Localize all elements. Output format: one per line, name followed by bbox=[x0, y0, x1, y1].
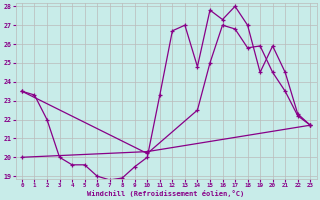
X-axis label: Windchill (Refroidissement éolien,°C): Windchill (Refroidissement éolien,°C) bbox=[87, 190, 245, 197]
